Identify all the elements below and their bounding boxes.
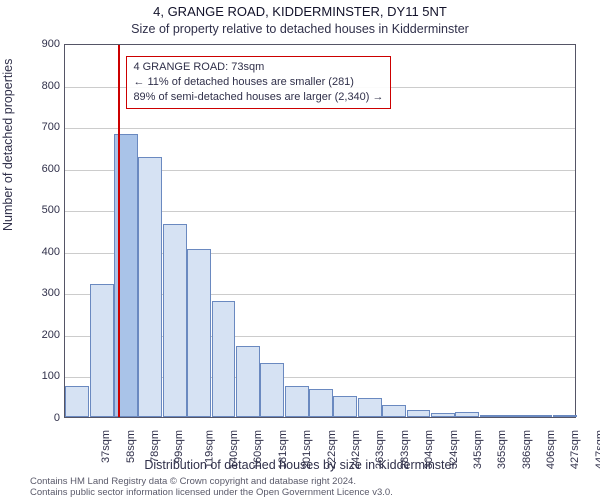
x-tick-label: 58sqm — [125, 430, 137, 463]
histogram-bar — [138, 157, 162, 417]
histogram-bar — [431, 413, 455, 417]
x-tick-label: 365sqm — [496, 430, 508, 469]
x-tick-label: 78sqm — [149, 430, 161, 463]
callout-line: 89% of semi-detached houses are larger (… — [133, 90, 383, 105]
x-tick-label: 160sqm — [253, 430, 265, 469]
x-tick-label: 427sqm — [570, 430, 582, 469]
y-tick-label: 200 — [26, 329, 60, 341]
chart-main-title: 4, GRANGE ROAD, KIDDERMINSTER, DY11 5NT — [0, 4, 600, 19]
histogram-bar — [382, 405, 406, 417]
x-tick-label: 283sqm — [399, 430, 411, 469]
histogram-bar — [480, 415, 504, 417]
histogram-bar — [285, 386, 309, 417]
y-tick-label: 0 — [26, 412, 60, 424]
y-tick-label: 500 — [26, 204, 60, 216]
y-tick-label: 400 — [26, 246, 60, 258]
x-tick-label: 263sqm — [375, 430, 387, 469]
property-marker-line — [118, 45, 120, 417]
x-tick-label: 386sqm — [521, 430, 533, 469]
x-tick-label: 345sqm — [472, 430, 484, 469]
y-tick-label: 300 — [26, 287, 60, 299]
histogram-bar — [455, 412, 479, 417]
x-tick-label: 304sqm — [423, 430, 435, 469]
plot-area: 4 GRANGE ROAD: 73sqm← 11% of detached ho… — [64, 44, 576, 418]
x-tick-label: 406sqm — [545, 430, 557, 469]
x-tick-label: 324sqm — [448, 430, 460, 469]
y-axis-label: Number of detached properties — [1, 59, 15, 231]
histogram-bar — [553, 415, 577, 417]
callout-line: 4 GRANGE ROAD: 73sqm — [133, 60, 383, 75]
histogram-bar — [65, 386, 89, 417]
histogram-bar — [358, 398, 382, 417]
y-tick-label: 600 — [26, 163, 60, 175]
x-tick-label: 222sqm — [326, 430, 338, 469]
x-tick-label: 37sqm — [100, 430, 112, 463]
x-tick-label: 201sqm — [301, 430, 313, 469]
x-tick-label: 447sqm — [594, 430, 600, 469]
histogram-bar — [163, 224, 187, 417]
histogram-bar — [212, 301, 236, 417]
histogram-bar — [504, 415, 528, 417]
callout-box: 4 GRANGE ROAD: 73sqm← 11% of detached ho… — [126, 56, 390, 109]
y-tick-label: 800 — [26, 80, 60, 92]
histogram-bar — [407, 410, 431, 417]
y-tick-label: 100 — [26, 370, 60, 382]
chart-sub-title: Size of property relative to detached ho… — [0, 22, 600, 36]
histogram-bar — [528, 415, 552, 417]
histogram-bar — [187, 249, 211, 417]
gridline — [65, 128, 575, 129]
histogram-bar — [260, 363, 284, 417]
histogram-bar — [309, 389, 333, 417]
histogram-bar — [90, 284, 114, 417]
x-tick-label: 242sqm — [350, 430, 362, 469]
x-tick-label: 99sqm — [173, 430, 185, 463]
y-tick-label: 900 — [26, 38, 60, 50]
x-tick-label: 181sqm — [277, 430, 289, 469]
histogram-bar — [333, 396, 357, 417]
histogram-bar — [236, 346, 260, 417]
x-tick-label: 140sqm — [228, 430, 240, 469]
footer-attribution: Contains HM Land Registry data © Crown c… — [30, 477, 393, 499]
footer-line-2: Contains public sector information licen… — [30, 488, 393, 499]
callout-line: ← 11% of detached houses are smaller (28… — [133, 75, 383, 90]
x-tick-label: 119sqm — [203, 430, 215, 468]
y-tick-label: 700 — [26, 121, 60, 133]
x-axis-label: Distribution of detached houses by size … — [0, 458, 600, 472]
